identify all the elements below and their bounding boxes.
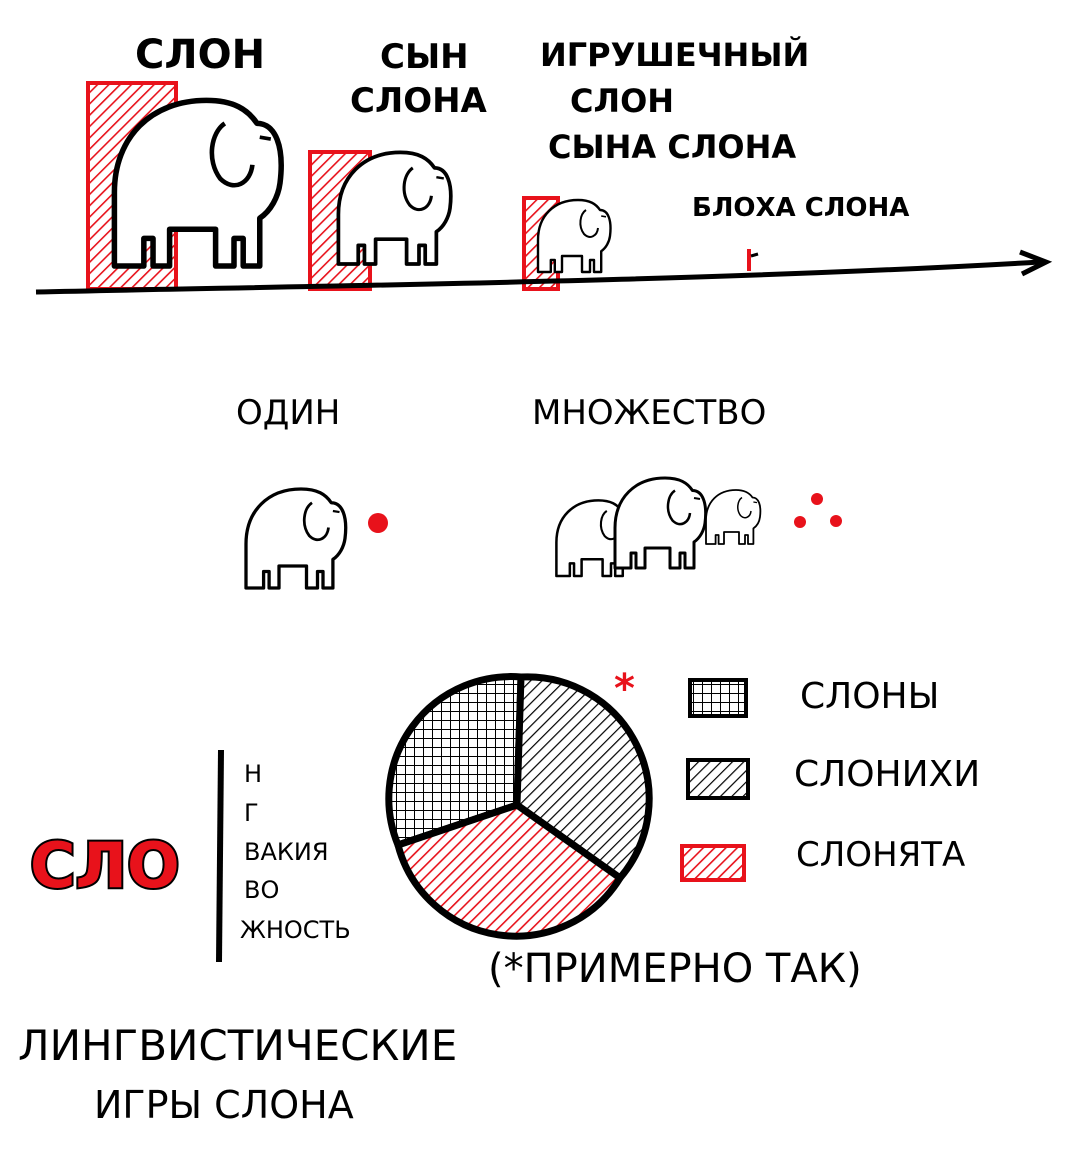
divider-line	[216, 749, 224, 963]
elephant-single	[244, 487, 348, 590]
flea-mark	[750, 252, 759, 258]
label-flea: БЛОХА СЛОНА	[692, 193, 909, 223]
pie-note: (*ПРИМЕРНО ТАК)	[488, 946, 862, 992]
pie-asterisk: *	[614, 666, 635, 712]
legend-label-slonyata: СЛОНЯТА	[796, 835, 965, 875]
legend-swatch-slonikhi	[686, 758, 750, 800]
one-many-section: ОДИН МНОЖЕСТВО	[236, 393, 842, 590]
elephant-medium	[336, 150, 453, 266]
pie-slice-slony	[385, 673, 525, 849]
baseline-arrow	[35, 259, 1041, 295]
suffix-1: Г	[244, 799, 259, 827]
size-chart: СЛОН СЫН СЛОНА ИГРУШЕЧНЫЙ СЛОН СЫНА СЛОН…	[35, 32, 1053, 295]
caption-line2: ИГРЫ СЛОНА	[94, 1083, 354, 1127]
dot-many-1	[811, 493, 823, 505]
label-toy-elephant: ИГРУШЕЧНЫЙ СЛОН СЫНА СЛОНА	[540, 36, 820, 166]
elephant-herd-2	[613, 476, 708, 570]
label-many: МНОЖЕСТВО	[532, 393, 766, 433]
dot-single	[368, 513, 388, 533]
suffix-2: ВАКИЯ	[244, 838, 329, 866]
dot-many-3	[830, 515, 842, 527]
bar-flea	[747, 249, 751, 271]
legend-label-slony: СЛОНЫ	[800, 676, 939, 717]
arrow-head	[1019, 249, 1053, 277]
legend-label-slonikhi: СЛОНИХИ	[794, 754, 980, 795]
suffix-3: ВО	[244, 876, 279, 904]
prefix-slo: СЛО	[30, 829, 180, 902]
elephant-small	[536, 198, 612, 274]
dot-many-2	[794, 516, 806, 528]
suffix-4: ЖНОСТЬ	[240, 916, 351, 944]
elephant-large	[114, 100, 281, 266]
caption: ЛИНГВИСТИЧЕСКИЕ ИГРЫ СЛОНА	[18, 1021, 457, 1127]
elephant-herd-3	[705, 489, 762, 545]
wordplay-section: СЛО Н Г ВАКИЯ ВО ЖНОСТЬ	[28, 749, 351, 963]
pie-chart: * СЛОНЫ СЛОНИХИ СЛОНЯТА (*ПРИМЕРНО ТАК)	[385, 666, 980, 992]
pie-slice-slonyata	[394, 801, 624, 940]
caption-line1: ЛИНГВИСТИЧЕСКИЕ	[18, 1021, 457, 1070]
suffix-0: Н	[244, 760, 262, 788]
legend-swatch-slony	[688, 678, 748, 718]
label-elephant: СЛОН	[135, 32, 265, 78]
legend-swatch-slonyata	[680, 844, 746, 882]
label-one: ОДИН	[236, 393, 340, 433]
label-elephant-son: СЫН СЛОНА	[350, 37, 488, 121]
